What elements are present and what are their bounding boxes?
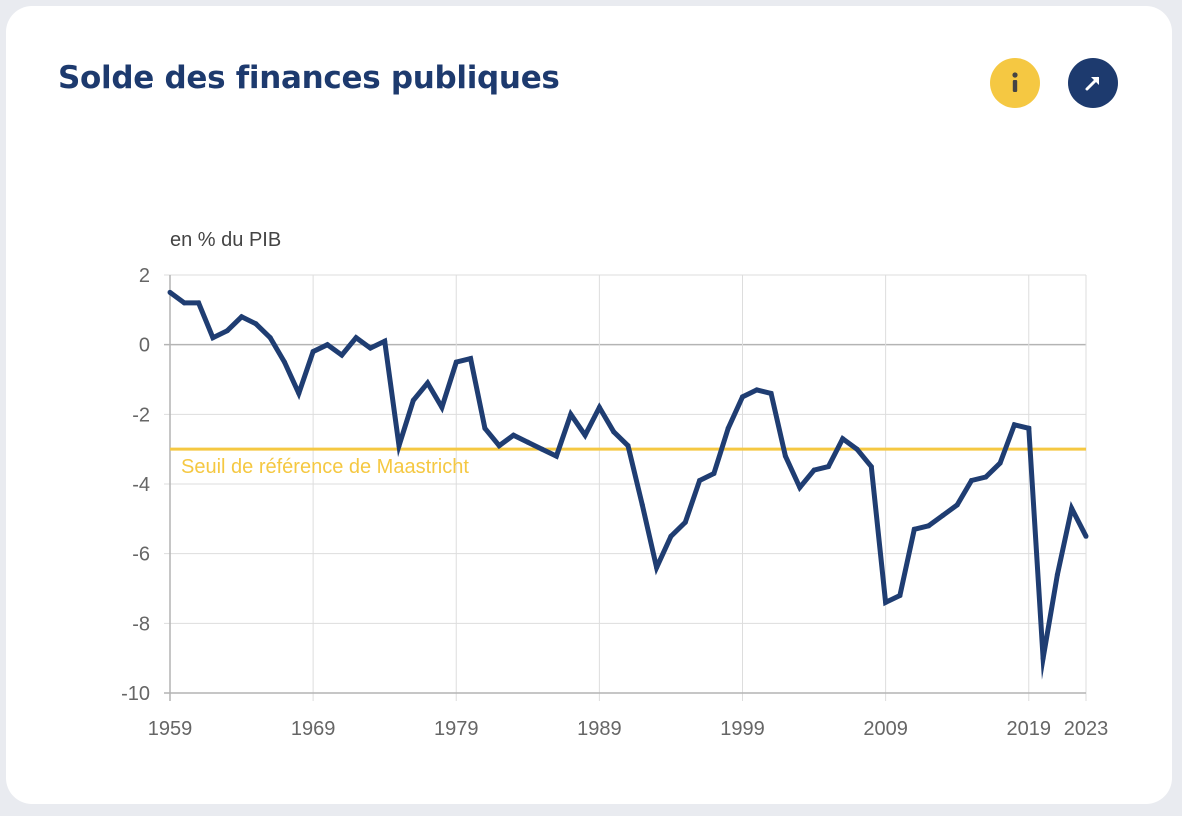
x-tick-label: 1989	[577, 718, 622, 740]
data-point	[697, 478, 703, 483]
data-point	[453, 359, 459, 365]
info-button[interactable]	[990, 58, 1040, 108]
data-point	[1083, 533, 1089, 539]
x-tick-label: 1999	[720, 718, 765, 740]
y-tick-label: -4	[132, 474, 150, 496]
x-tick-label: 2009	[863, 718, 908, 740]
data-point	[754, 387, 760, 393]
data-point	[310, 349, 316, 355]
data-point	[296, 390, 302, 396]
data-point	[639, 502, 645, 508]
y-tick-label: 0	[139, 335, 150, 357]
data-point	[983, 474, 989, 480]
axes	[164, 275, 1086, 701]
data-point	[511, 432, 516, 438]
data-point	[353, 335, 359, 341]
data-point	[654, 565, 660, 571]
series	[167, 289, 1089, 680]
data-point	[496, 443, 502, 449]
y-tick-label: -2	[132, 404, 150, 426]
data-point	[854, 446, 860, 452]
data-point	[911, 526, 917, 532]
data-point	[468, 356, 474, 362]
data-point	[782, 453, 788, 459]
tick-labels: 2 0 -2 -4 -6 -8 -10 1959 1969 1979 1989 1999 2009 201…	[121, 265, 1108, 740]
threshold-label: Seuil de référence de Maastricht	[181, 456, 469, 478]
data-point	[396, 443, 402, 449]
data-point	[725, 425, 731, 431]
data-point	[883, 599, 889, 605]
x-tick-label: 1969	[291, 718, 336, 740]
grid	[164, 274, 1087, 701]
y-tick-label: -6	[132, 544, 150, 566]
data-point	[668, 533, 674, 539]
data-point	[282, 359, 287, 365]
data-point	[797, 485, 803, 490]
data-point	[868, 464, 874, 470]
chart-card: Solde des finances publiques	[6, 6, 1172, 804]
data-point	[539, 446, 545, 452]
arrow-up-right-icon	[1085, 77, 1099, 91]
data-point	[1011, 422, 1017, 428]
data-point	[367, 345, 373, 351]
data-point	[596, 404, 602, 410]
open-link-button[interactable]	[1068, 58, 1118, 108]
data-point	[439, 404, 445, 410]
data-point	[267, 335, 273, 341]
data-point	[825, 464, 831, 470]
data-point	[410, 397, 416, 403]
info-icon	[1012, 72, 1018, 92]
data-point	[239, 314, 245, 320]
x-tick-label: 1979	[434, 718, 479, 740]
data-point	[811, 467, 817, 473]
data-point	[167, 289, 173, 295]
data-point	[568, 411, 574, 417]
data-point	[682, 519, 688, 525]
data-point	[740, 394, 745, 400]
card-title: Solde des finances publiques	[58, 60, 560, 96]
data-point	[1069, 505, 1075, 511]
data-point	[324, 342, 330, 348]
x-tick-label: 1959	[148, 718, 193, 740]
data-point	[425, 380, 431, 386]
y-tick-label: -8	[132, 613, 150, 635]
data-point	[1054, 572, 1060, 578]
data-point	[1040, 655, 1046, 661]
unit-label: en % du PIB	[170, 229, 281, 251]
data-point	[768, 390, 774, 396]
data-point	[840, 436, 846, 442]
data-point	[611, 429, 617, 435]
data-point	[1026, 425, 1032, 431]
data-point	[897, 593, 903, 598]
data-point	[339, 352, 345, 358]
data-point	[196, 300, 202, 306]
data-point	[940, 512, 946, 518]
x-tick-label: 2019	[1007, 718, 1052, 740]
data-point	[954, 502, 960, 508]
data-point	[997, 460, 1003, 466]
data-point	[525, 439, 531, 445]
data-point	[253, 321, 259, 327]
y-tick-label: 2	[139, 265, 150, 287]
data-point	[625, 443, 631, 449]
y-tick-label: -10	[121, 683, 150, 705]
data-point	[482, 425, 488, 431]
data-point	[224, 328, 230, 334]
data-point	[181, 300, 187, 306]
data-point	[210, 335, 216, 341]
data-point	[711, 471, 717, 476]
data-point	[582, 432, 588, 438]
data-point	[926, 523, 932, 529]
data-point	[553, 453, 559, 459]
x-tick-label: 2023	[1064, 718, 1109, 740]
data-point	[969, 478, 974, 483]
data-point	[382, 338, 388, 344]
